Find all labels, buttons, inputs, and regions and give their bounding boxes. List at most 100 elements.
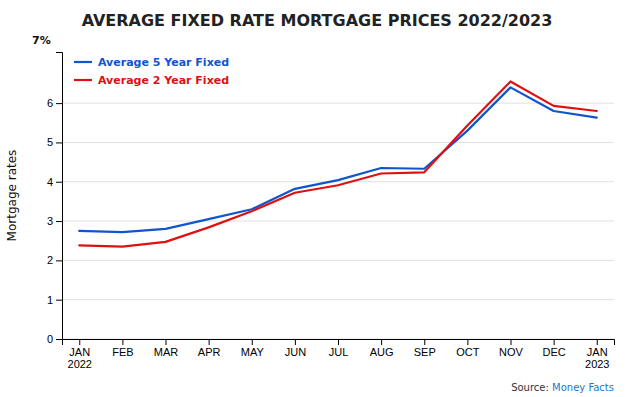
y-axis: 0 1 2 3 4 5 6 <box>47 53 63 346</box>
x-tick-label: NOV <box>499 346 524 358</box>
x-tick-label-line: JAN <box>69 346 90 358</box>
chart: AVERAGE FIXED RATE MORTGAGE PRICES 2022/… <box>0 0 634 397</box>
x-tick: SEP <box>414 339 436 358</box>
x-tick-label: DEC <box>543 346 566 358</box>
x-tick: MAR <box>154 339 179 358</box>
x-tick-mark <box>511 339 512 345</box>
x-tick-label-line: DEC <box>543 346 566 358</box>
legend-label: Average 5 Year Fixed <box>98 56 229 69</box>
x-tick-mark <box>381 339 382 345</box>
series-line <box>79 81 597 246</box>
grid-line <box>62 142 614 143</box>
x-tick-mark <box>252 339 253 345</box>
x-tick-label-line: MAR <box>154 346 179 358</box>
legend-item: Average 2 Year Fixed <box>74 74 229 87</box>
x-tick: JUL <box>329 339 349 358</box>
y-axis-title: Mortgage rates <box>5 150 19 242</box>
x-tick-mark <box>597 339 598 345</box>
title: AVERAGE FIXED RATE MORTGAGE PRICES 2022/… <box>82 11 553 30</box>
source-link: Money Facts <box>552 382 614 393</box>
x-tick-label: JAN2022 <box>68 346 92 371</box>
grid <box>62 103 614 339</box>
x-tick: OCT <box>456 339 480 358</box>
x-tick-label: MAY <box>241 346 265 358</box>
grid-line <box>62 181 614 182</box>
legend-swatch <box>74 61 92 63</box>
x-tick: MAY <box>241 339 265 358</box>
x-tick-label-line: SEP <box>414 346 436 358</box>
grid-line <box>62 260 614 261</box>
annotation: 7% <box>32 34 51 47</box>
x-tick-mark <box>209 339 210 345</box>
x-tick-label: APR <box>198 346 221 358</box>
x-tick: NOV <box>499 339 524 358</box>
y-tick: 3 <box>47 215 62 227</box>
x-tick: AUG <box>370 339 394 358</box>
grid-line <box>62 103 614 104</box>
x-tick-mark <box>424 339 425 345</box>
x-tick-label: SEP <box>414 346 436 358</box>
y-tick-label: 0 <box>47 333 53 345</box>
x-tick-mark <box>467 339 468 345</box>
x-tick-label-line: OCT <box>456 346 480 358</box>
x-tick-label: JAN2023 <box>585 346 609 371</box>
x-tick: APR <box>198 339 221 358</box>
y-tick-mark <box>56 182 62 183</box>
y-tick: 0 <box>47 333 62 345</box>
x-tick-label: JUL <box>329 346 349 358</box>
legend: Average 5 Year Fixed Average 2 Year Fixed <box>74 56 229 87</box>
y-tick-label: 3 <box>47 215 53 227</box>
x-tick-label-line: FEB <box>112 346 133 358</box>
plot: 0123456JAN2022FEBMARAPRMAYJUNJULAUGSEPOC… <box>47 53 615 371</box>
x-tick-label: OCT <box>456 346 480 358</box>
series-line <box>79 87 597 232</box>
x-tick-label-line: JUL <box>329 346 349 358</box>
source-label: Source: <box>511 382 552 393</box>
x-tick-mark <box>338 339 339 345</box>
x-tick-label-line: 2022 <box>68 358 92 370</box>
y-tick-label: 2 <box>47 254 53 266</box>
x-tick-label: AUG <box>370 346 394 358</box>
x-tick-mark <box>166 339 167 345</box>
x-tick-mark <box>122 339 123 345</box>
x-tick-label: FEB <box>112 346 133 358</box>
legend-item: Average 5 Year Fixed <box>74 56 229 69</box>
y-tick-mark <box>56 221 62 222</box>
y-tick-mark <box>56 300 62 301</box>
y-tick-mark <box>56 103 62 104</box>
x-tick-label-line: JUN <box>285 346 306 358</box>
y-tick-mark <box>56 260 62 261</box>
y-tick: 1 <box>47 294 62 306</box>
lines <box>79 81 597 246</box>
y-tick: 4 <box>47 176 62 188</box>
y-tick-mark <box>56 339 62 340</box>
x-tick-mark <box>554 339 555 345</box>
y-tick-label: 5 <box>47 136 53 148</box>
x-tick: FEB <box>112 339 133 358</box>
y-tick-mark <box>56 142 62 143</box>
x-tick-label-line: AUG <box>370 346 394 358</box>
y-axis-line <box>56 53 63 340</box>
x-tick-label-line: JAN <box>587 346 608 358</box>
x-tick-label-line: APR <box>198 346 221 358</box>
x-axis-line <box>63 340 615 346</box>
y-tick-label: 6 <box>47 97 53 109</box>
x-tick-mark <box>79 339 80 345</box>
x-tick: JAN2023 <box>585 339 609 370</box>
grid-line <box>62 299 614 300</box>
y-tick: 2 <box>47 254 62 266</box>
legend-swatch <box>74 79 92 81</box>
x-axis: JAN2022FEBMARAPRMAYJUNJULAUGSEPOCTNOVDEC… <box>63 339 615 370</box>
x-tick: DEC <box>543 339 566 358</box>
x-tick-label-line: NOV <box>499 346 524 358</box>
y-tick-label: 1 <box>47 294 53 306</box>
grid-line <box>62 221 614 222</box>
x-tick-label: MAR <box>154 346 179 358</box>
legend-label: Average 2 Year Fixed <box>98 74 229 87</box>
y-tick-label: 4 <box>47 176 53 188</box>
x-tick-mark <box>295 339 296 345</box>
x-tick: JUN <box>285 339 306 358</box>
x-tick: JAN2022 <box>68 339 92 370</box>
x-tick-label-line: 2023 <box>585 358 609 370</box>
x-tick-label-line: MAY <box>241 346 265 358</box>
